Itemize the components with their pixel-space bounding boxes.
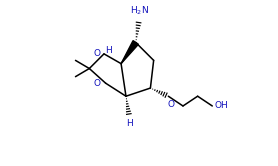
Text: O: O	[93, 49, 100, 58]
Text: O: O	[93, 79, 100, 88]
Text: H$_2$N: H$_2$N	[130, 5, 148, 17]
Text: OH: OH	[214, 101, 228, 111]
Text: H: H	[126, 119, 133, 128]
Polygon shape	[121, 41, 138, 64]
Text: O: O	[167, 100, 174, 109]
Text: H: H	[105, 46, 112, 55]
